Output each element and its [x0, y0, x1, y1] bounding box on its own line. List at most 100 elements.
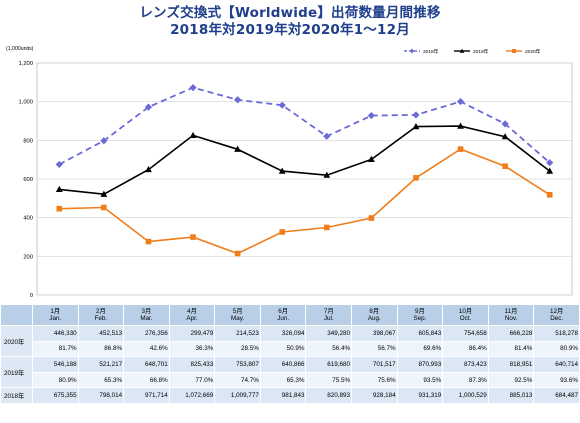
data-point [145, 238, 152, 245]
data-point [144, 103, 153, 111]
y-tick-label: 400 [23, 216, 33, 222]
value-cell: 701,517 [351, 356, 398, 373]
value-cell: 1,009,777 [214, 387, 261, 404]
data-point [100, 190, 108, 197]
percent-cell: 56.7% [351, 340, 398, 358]
month-en: Sep. [413, 315, 427, 322]
legend-marker [409, 48, 415, 54]
value-cell: 276,356 [123, 325, 170, 342]
data-point [457, 122, 464, 129]
month-en: Jan. [49, 315, 62, 322]
data-point [323, 171, 331, 178]
month-header: 1月 Jan. [32, 304, 79, 326]
month-en: Jul. [323, 315, 334, 322]
row-year-label: 2018年 [0, 387, 33, 404]
month-en: Feb. [94, 315, 108, 322]
data-point [279, 229, 286, 235]
data-point [546, 167, 554, 174]
value-cell: 928,184 [351, 387, 398, 404]
data-point [323, 224, 330, 231]
month-header: 7月 Jul. [305, 304, 353, 326]
row-year-label: 2019年 [0, 356, 33, 389]
table-row: 81.7% 86.8% 42.6% 36.3% 28.5% 50.9% 56.4% 56.7%… [1, 340, 580, 358]
table-row: 80.9% 65.3% 66.8% 77.0% 74.7% 65.3% 75.5% 75.6%… [1, 371, 580, 389]
data-point [234, 250, 241, 257]
value-cell: 873,423 [442, 356, 489, 373]
value-cell: 398,067 [351, 325, 398, 342]
month-header: 2月 Feb. [77, 304, 125, 326]
percent-cell: 66.8% [123, 371, 170, 389]
month-jp: 9月 [415, 307, 425, 315]
percent-cell: 86.4% [442, 340, 489, 358]
month-jp: 10月 [458, 307, 473, 315]
month-header: 5月 May. [214, 304, 261, 326]
month-en: Oct. [459, 315, 472, 322]
month-header: 6月 Jun. [259, 304, 307, 326]
percent-cell: 86.8% [77, 340, 125, 358]
value-cell: 1,072,669 [168, 387, 216, 404]
legend-label: 2019年 [473, 48, 489, 55]
data-point [457, 146, 464, 152]
month-en: May. [231, 315, 245, 322]
data-point [367, 111, 375, 120]
month-en: Dec. [550, 315, 564, 322]
data-point [55, 185, 63, 193]
month-header: 4月 Apr. [168, 304, 216, 326]
value-cell: 666,228 [487, 325, 535, 342]
month-en: Nov. [504, 315, 518, 322]
y-tick-label: 600 [23, 177, 33, 183]
percent-cell: 93.6% [533, 371, 580, 389]
month-jp: 12月 [550, 307, 564, 315]
table-header-row: 1月 Jan. 2月 Feb. 3月 Mar. 4月 Apr. 5月 May. 6月 Jun. 7月 Ju… [0, 304, 580, 326]
month-jp: 5月 [232, 307, 243, 315]
value-cell: 870,993 [396, 356, 444, 373]
data-point [234, 96, 242, 104]
legend-marker [459, 48, 465, 53]
percent-cell: 69.6% [396, 340, 444, 358]
value-cell: 546,188 [32, 356, 79, 373]
month-header: 10月 Oct. [442, 304, 489, 326]
data-point [55, 160, 63, 169]
table-row: 2020年 446,330 452,513 276,356 299,479 214,523… [0, 324, 580, 358]
month-jp: 8月 [369, 307, 380, 315]
value-cell: 684,487 [533, 387, 580, 404]
y-tick-label: 0 [30, 293, 33, 299]
value-cell: 1,000,529 [442, 387, 489, 404]
value-cell: 299,479 [168, 325, 216, 342]
y-tick-label: 1,000 [18, 100, 33, 106]
data-point [412, 123, 420, 130]
percent-cell: 81.7% [32, 340, 79, 358]
y-unit-label: (1,000units) [6, 46, 34, 52]
month-jp: 7月 [323, 307, 334, 315]
month-jp: 2月 [95, 307, 106, 315]
value-cell: 981,843 [259, 387, 307, 404]
percent-cell: 65.3% [259, 371, 307, 389]
percent-cell: 36.3% [168, 340, 216, 358]
value-cell: 825,433 [168, 356, 216, 373]
data-table: 1月 Jan. 2月 Feb. 3月 Mar. 4月 Apr. 5月 May. 6月 Jun. 7月 Ju… [0, 304, 580, 404]
series-line-2019年 [59, 125, 551, 196]
value-cell: 619,680 [305, 356, 353, 373]
value-cell: 214,523 [214, 325, 261, 342]
month-header: 11月 Nov. [487, 304, 535, 326]
series-line-2018年 [58, 86, 551, 166]
value-cell: 885,013 [487, 387, 535, 404]
month-jp: 6月 [278, 307, 289, 315]
table-corner-cell [0, 304, 33, 326]
data-point [189, 84, 197, 92]
chart-title: レンズ交換式【Worldwide】出荷数量月間推移 [139, 5, 441, 21]
data-point [278, 167, 286, 174]
legend-marker [512, 49, 516, 53]
value-cell: 452,513 [77, 325, 125, 342]
data-point [546, 191, 553, 198]
value-cell: 648,701 [123, 356, 170, 373]
value-cell: 326,094 [259, 325, 307, 342]
month-jp: 1月 [50, 307, 61, 315]
percent-cell: 80.9% [533, 340, 580, 358]
month-en: Apr. [186, 315, 198, 322]
percent-cell: 75.5% [305, 371, 353, 389]
data-point [234, 145, 242, 152]
value-cell: 349,280 [305, 325, 353, 342]
percent-cell: 56.4% [305, 340, 353, 358]
data-point [501, 133, 509, 140]
